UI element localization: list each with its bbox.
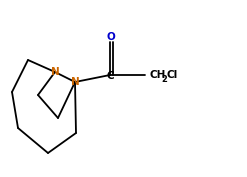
Text: O: O bbox=[107, 32, 115, 42]
Text: N: N bbox=[51, 67, 59, 77]
Text: Cl: Cl bbox=[166, 70, 177, 80]
Text: N: N bbox=[71, 77, 79, 87]
Text: C: C bbox=[106, 71, 114, 81]
Text: CH: CH bbox=[149, 70, 165, 80]
Text: 2: 2 bbox=[161, 75, 167, 84]
